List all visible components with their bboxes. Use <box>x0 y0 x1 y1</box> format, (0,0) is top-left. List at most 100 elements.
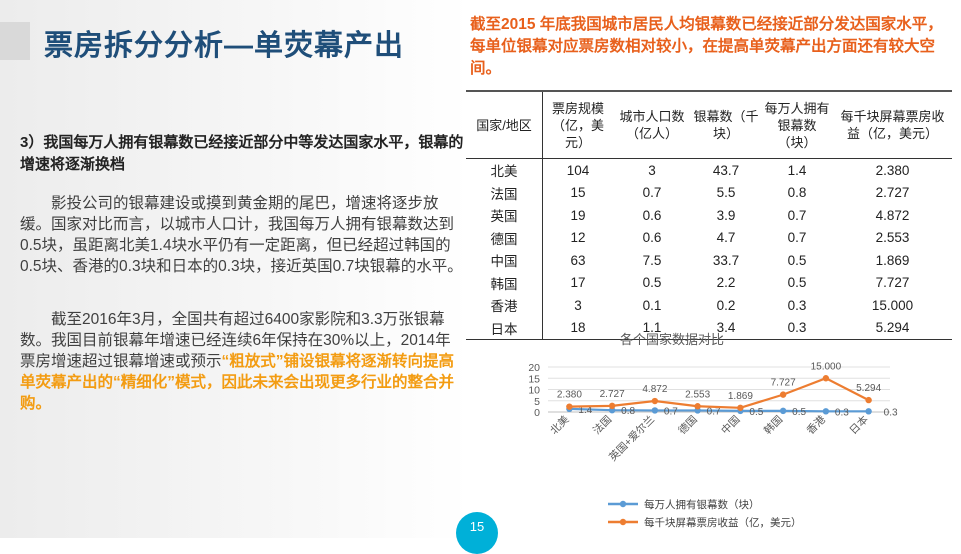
x-tick-label: 德国 <box>676 413 700 437</box>
table-cell: 63 <box>570 252 586 268</box>
table-row: 韩国 17 0.5 2.2 0.5 7.727 <box>466 271 952 294</box>
y-tick-label: 10 <box>528 385 540 397</box>
slide-title: 票房拆分分析—单荧幕产出 <box>44 30 405 62</box>
table-row: 北美 104 3 43.7 1.4 2.380 <box>466 158 952 182</box>
data-label: 7.727 <box>771 378 796 389</box>
data-point <box>779 391 787 398</box>
table-row: 英国 19 0.6 3.9 0.7 4.872 <box>466 204 952 227</box>
highlight-text: “粗放式”铺设银幕将逐渐转向提高单荧幕产出的“精细化”模式，因此未来会出现更多行… <box>20 353 455 412</box>
data-label: 0.5 <box>749 407 763 418</box>
table-cell: 0.6 <box>642 207 662 223</box>
data-label: 0.5 <box>792 407 806 418</box>
table-cell: 7.727 <box>875 275 910 291</box>
table-cell: 韩国 <box>466 271 543 294</box>
table-cell: 0.3 <box>761 316 833 340</box>
data-point <box>737 404 744 411</box>
data-label: 1.869 <box>728 391 753 402</box>
table-cell: 12 <box>570 230 586 246</box>
table-header: 银幕数（千块） <box>691 90 761 159</box>
table-cell: 0.1 <box>642 297 662 313</box>
table-cell: 4.7 <box>716 230 736 246</box>
data-point <box>651 397 659 405</box>
table-cell: 中国 <box>466 249 543 272</box>
table-cell: 0.7 <box>642 185 662 201</box>
table-cell: 0.8 <box>787 185 807 201</box>
table-cell: 33.7 <box>712 252 740 268</box>
table-cell: 0.7 <box>787 207 807 223</box>
y-tick-label: 0 <box>534 407 540 419</box>
table-cell: 日本 <box>466 316 543 340</box>
table-cell: 5.5 <box>716 185 736 201</box>
table-cell: 104 <box>566 162 590 178</box>
body-paragraph-2-text: 截至2016年3月，全国共有超过6400家影院和3.3万张银幕数。我国目前银幕年… <box>20 311 451 370</box>
table-cell: 3.9 <box>716 207 736 223</box>
data-point <box>779 407 787 415</box>
body-paragraph-2: 截至2016年3月，全国共有超过6400家影院和3.3万张银幕数。我国目前银幕年… <box>20 309 465 414</box>
data-label: 5.294 <box>856 383 881 394</box>
table-header: 每千块屏幕票房收益（亿，美元） <box>833 90 952 159</box>
table-row: 法国 15 0.7 5.5 0.8 2.727 <box>466 181 952 204</box>
table-cell: 1.869 <box>875 252 910 268</box>
data-label: 2.727 <box>600 389 625 400</box>
x-tick-label: 中国 <box>718 413 742 437</box>
table-cell: 0.5 <box>642 275 662 291</box>
page-number-badge: 15 <box>456 512 498 554</box>
data-point <box>865 396 872 404</box>
table-body: 北美 104 3 43.7 1.4 2.380 法国 15 0.7 5.5 0.8 2.727 英国 19… <box>466 158 952 340</box>
data-label: 2.553 <box>685 389 710 400</box>
table-cell: 0.2 <box>716 297 736 313</box>
table-cell: 0.6 <box>642 230 662 246</box>
table-cell: 2.727 <box>875 185 910 201</box>
data-label: 0.3 <box>835 407 849 418</box>
data-label: 0.7 <box>707 406 721 417</box>
table-header: 国家/地区 <box>466 90 543 159</box>
data-point <box>608 402 616 410</box>
table-cell: 0.5 <box>787 252 807 268</box>
series-line <box>569 377 870 409</box>
series-line <box>569 407 869 413</box>
x-tick-label: 韩国 <box>761 413 785 437</box>
data-point <box>865 408 872 415</box>
table-header: 每万人拥有银幕数（块） <box>761 90 833 159</box>
body-paragraph-1: 影投公司的银幕建设或摸到黄金期的尾巴，增速将逐步放缓。国家对比而言，以城市人口计… <box>20 193 465 277</box>
data-label: 0.8 <box>621 406 635 417</box>
table-cell: 1.4 <box>787 162 807 178</box>
table-row: 香港 3 0.1 0.2 0.3 15.000 <box>466 294 952 317</box>
data-label: 2.380 <box>557 390 582 401</box>
table-cell: 1.1 <box>613 316 691 340</box>
data-label: 4.872 <box>642 384 667 395</box>
body-paragraph-1-text: 影投公司的银幕建设或摸到黄金期的尾巴，增速将逐步放缓。国家对比而言，以城市人口计… <box>20 195 463 275</box>
table-header: 票房规模（亿，美元） <box>542 90 613 159</box>
table-cell: 19 <box>570 207 586 223</box>
x-tick-label: 法国 <box>590 413 614 437</box>
table-cell: 17 <box>570 275 586 291</box>
data-point <box>651 407 659 414</box>
x-tick-label: 英国+爱尔兰 <box>606 413 657 464</box>
table-cell: 0.5 <box>787 275 807 291</box>
table-cell: 3 <box>648 162 656 178</box>
y-tick-label: 20 <box>528 362 540 374</box>
page-number: 15 <box>469 519 485 534</box>
x-tick-label: 北美 <box>547 413 571 437</box>
table-cell: 15 <box>570 185 586 201</box>
table-row: 日本 18 1.1 3.4 0.3 5.294 <box>466 316 952 340</box>
table-cell: 德国 <box>466 226 543 249</box>
table-cell: 香港 <box>466 294 543 317</box>
data-label: 0.3 <box>884 407 898 418</box>
chart-title: 各个国家数据对比 <box>620 332 725 347</box>
legend-label: 每千块屏幕票房收益（亿，美元） <box>644 516 802 529</box>
table-cell: 15.000 <box>871 297 914 313</box>
legend-label: 每万人拥有银幕数（块） <box>644 498 760 511</box>
y-tick-label: 5 <box>534 396 540 408</box>
table-cell: 43.7 <box>712 162 740 178</box>
left-panel-background <box>0 0 470 538</box>
legend-marker <box>619 518 627 526</box>
table-row: 中国 63 7.5 33.7 0.5 1.869 <box>466 249 952 272</box>
legend-marker <box>619 500 627 508</box>
data-point <box>822 408 830 415</box>
right-headline: 截至2015 年底我国城市居民人均银幕数已经接近部分发达国家水平，每单位银幕对应… <box>470 16 943 77</box>
table-cell: 5.294 <box>833 316 952 340</box>
table-cell: 3 <box>574 297 582 313</box>
table-cell: 2.380 <box>875 162 910 178</box>
